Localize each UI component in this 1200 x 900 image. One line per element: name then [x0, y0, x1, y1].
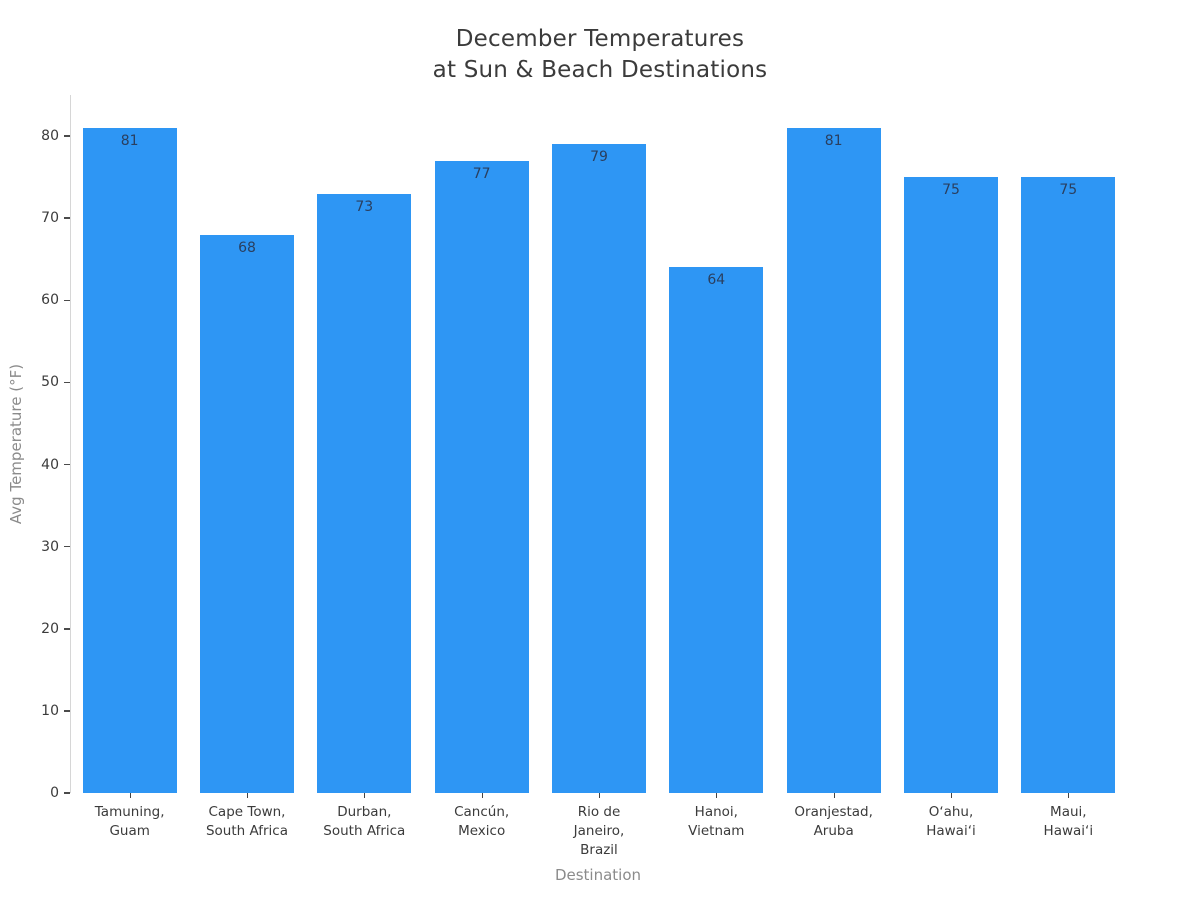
- bar: 81: [82, 127, 177, 793]
- x-tick-mark: [598, 793, 600, 798]
- x-tick-mark: [129, 793, 131, 798]
- bar-group: 81 Tamuning, Guam: [71, 95, 188, 839]
- bar-value-label: 81: [824, 132, 843, 149]
- bar: 68: [200, 234, 294, 793]
- bar: 79: [552, 144, 646, 793]
- y-tick: 40: [41, 457, 71, 473]
- y-tick-label: 40: [41, 456, 59, 473]
- y-tick-label: 10: [41, 702, 59, 719]
- y-tick-mark: [64, 217, 70, 219]
- y-tick: 80: [41, 128, 71, 144]
- bar: 64: [669, 267, 764, 793]
- y-tick-label: 50: [41, 374, 59, 391]
- bar-value-label: 81: [120, 132, 139, 149]
- y-tick-mark: [64, 381, 70, 384]
- y-axis-title: Avg Temperature (°F): [7, 363, 25, 525]
- y-tick-mark: [64, 710, 70, 712]
- plot-area: 81 Tamuning, Guam 68 Cape Town, South Afric…: [41, 95, 1127, 858]
- x-tick-mark: [716, 793, 718, 798]
- bar-value-label: 75: [942, 182, 960, 199]
- bar-group: 64 Hanoi, Vietnam: [658, 95, 775, 839]
- bar: 77: [434, 160, 529, 793]
- bar-group: 75 Oʻahu, Hawaiʻi: [892, 95, 1009, 839]
- y-tick-mark: [64, 299, 70, 302]
- bar: 75: [904, 177, 998, 793]
- bar-value-label: 68: [238, 239, 256, 256]
- x-axis-title: Destination: [554, 866, 642, 884]
- bar: 73: [317, 193, 412, 793]
- bar-value-label: 73: [355, 198, 374, 215]
- y-tick: 30: [41, 539, 71, 555]
- x-tick-label: Hanoi, Vietnam: [688, 804, 745, 839]
- y-tick-mark: [64, 135, 70, 137]
- bar-value-label: 64: [707, 272, 726, 289]
- y-tick-label: 0: [50, 785, 59, 801]
- y-tick-label: 30: [41, 538, 59, 555]
- x-tick-mark: [246, 793, 248, 798]
- y-tick-mark: [64, 463, 70, 466]
- x-tick-label: Oʻahu, Hawaiʻi: [926, 804, 976, 839]
- x-tick-label: Cancún, Mexico: [454, 804, 510, 839]
- y-tick-label: 60: [41, 292, 59, 309]
- chart-title-line-2: at Sun & Beach Destinations: [432, 57, 768, 83]
- bar: 81: [786, 127, 881, 793]
- bar-group: 77 Cancún, Mexico: [423, 95, 540, 839]
- x-tick-label: Oranjestad, Aruba: [794, 804, 873, 839]
- bar-group: 73 Durban, South Africa: [306, 95, 423, 839]
- x-tick-label: Rio de Janeiro, Brazil: [573, 804, 625, 858]
- bar: 75: [1021, 177, 1116, 793]
- bar-group: 81 Oranjestad, Aruba: [775, 95, 892, 839]
- bar-value-label: 77: [472, 165, 491, 182]
- x-tick-label: Cape Town, South Africa: [205, 804, 288, 839]
- x-tick-mark: [1068, 793, 1070, 798]
- bar-group: 79 Rio de Janeiro, Brazil: [540, 95, 657, 858]
- bar-group: 68 Cape Town, South Africa: [188, 95, 305, 839]
- y-tick: 20: [41, 621, 71, 637]
- x-tick-mark: [364, 793, 366, 798]
- bar-value-label: 79: [590, 149, 608, 166]
- y-tick-mark: [64, 792, 70, 794]
- x-tick-label: Maui, Hawaiʻi: [1043, 804, 1094, 839]
- chart-title: December Temperatures at Sun & Beach Des…: [0, 24, 1200, 86]
- y-tick: 70: [41, 210, 71, 226]
- x-tick-mark: [950, 793, 952, 798]
- chart-title-line-1: December Temperatures: [455, 26, 745, 52]
- bar-value-label: 75: [1059, 182, 1078, 199]
- y-tick-label: 20: [41, 620, 59, 637]
- y-tick-label: 80: [41, 128, 59, 145]
- y-tick-mark: [64, 628, 70, 630]
- y-tick: 10: [41, 703, 71, 719]
- y-tick: 0: [50, 785, 71, 801]
- x-tick-label: Durban, South Africa: [323, 804, 406, 839]
- x-tick-label: Tamuning, Guam: [94, 804, 165, 839]
- y-tick-label: 70: [41, 210, 59, 227]
- y-tick: 50: [41, 374, 71, 390]
- bar-group: 75 Maui, Hawaiʻi: [1010, 95, 1127, 839]
- y-tick-mark: [64, 545, 70, 548]
- y-tick: 60: [41, 292, 71, 308]
- x-tick-mark: [833, 793, 835, 798]
- x-tick-mark: [481, 793, 483, 798]
